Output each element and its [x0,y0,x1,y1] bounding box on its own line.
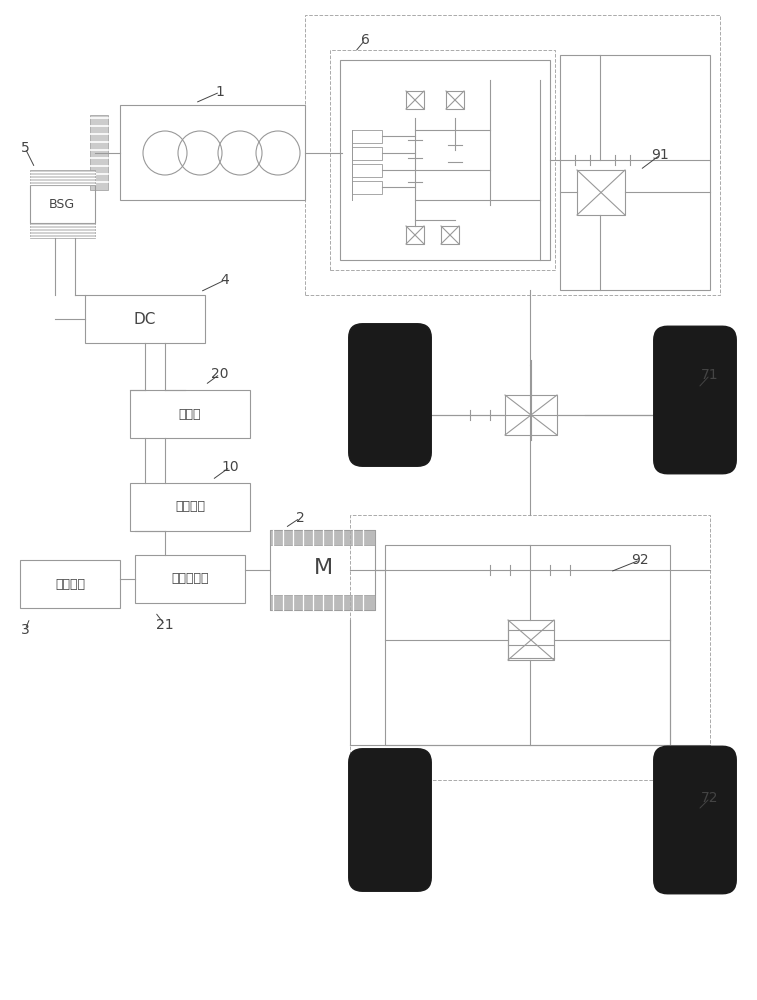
Text: 1: 1 [216,85,224,99]
Bar [85,295,205,343]
Text: BSG: BSG [49,198,75,211]
Bar [330,50,555,270]
Text: 动力电池: 动力电池 [55,578,85,590]
Bar [406,91,424,109]
Bar [352,130,382,143]
Bar [90,115,108,190]
Text: 20: 20 [211,367,229,381]
Text: 2: 2 [296,511,304,525]
Text: 72: 72 [701,791,718,805]
Text: 91: 91 [651,148,669,162]
Bar [270,595,375,610]
Bar [30,223,95,238]
Bar [352,164,382,177]
Bar [135,555,245,603]
Bar [30,185,95,223]
Text: 4: 4 [220,273,229,287]
Bar [120,105,305,200]
Bar [270,530,375,610]
Bar [508,620,554,660]
Text: M: M [313,558,332,578]
FancyBboxPatch shape [349,324,431,466]
Bar [577,170,625,215]
Bar [406,226,424,244]
FancyBboxPatch shape [654,746,737,894]
Text: 10: 10 [221,460,238,474]
Text: 蓄电池: 蓄电池 [179,408,201,420]
Text: DC: DC [134,312,156,326]
Text: 5: 5 [20,141,30,155]
Bar [305,15,720,295]
Bar [20,560,120,608]
Bar [270,530,375,545]
Bar [352,147,382,160]
Bar [130,390,250,438]
FancyBboxPatch shape [654,326,737,474]
Bar [130,483,250,531]
Bar [352,181,382,194]
Bar [350,515,710,780]
Bar [30,170,95,185]
Text: 71: 71 [701,368,719,382]
Bar [340,60,550,260]
Bar [505,395,557,435]
Text: 低压电器: 低压电器 [175,500,205,514]
Text: 第二控制器: 第二控制器 [171,572,209,585]
FancyBboxPatch shape [349,749,431,891]
Text: 6: 6 [360,33,369,47]
Bar [385,545,670,745]
Bar [446,91,464,109]
Text: 21: 21 [156,618,174,632]
Text: 3: 3 [20,623,30,637]
Bar [560,55,710,290]
Text: 92: 92 [631,553,649,567]
Bar [441,226,459,244]
